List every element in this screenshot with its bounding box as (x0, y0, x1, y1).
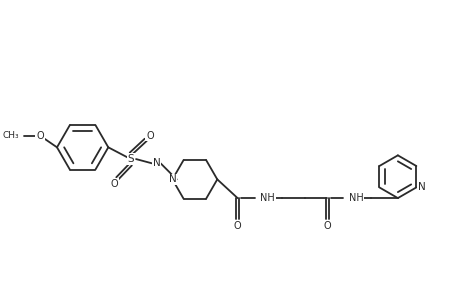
Text: N: N (152, 158, 160, 168)
Text: N: N (417, 182, 425, 192)
Text: O: O (36, 130, 44, 141)
Text: O: O (111, 179, 118, 189)
Text: N: N (168, 174, 176, 184)
Text: O: O (323, 221, 330, 231)
Text: O: O (146, 130, 153, 141)
Text: NH: NH (348, 193, 363, 203)
Text: NH: NH (259, 193, 274, 203)
Text: S: S (127, 154, 134, 164)
Text: O: O (233, 221, 241, 231)
Text: CH₃: CH₃ (2, 131, 19, 140)
